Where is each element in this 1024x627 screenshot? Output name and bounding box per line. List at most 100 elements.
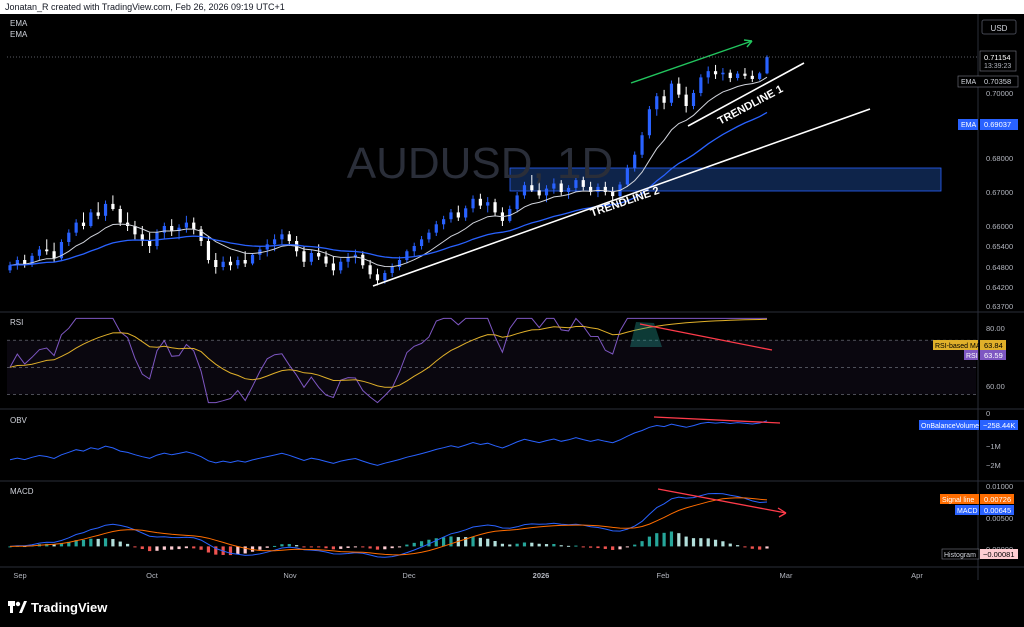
candle	[184, 215, 188, 233]
candle-body	[559, 183, 563, 192]
candle	[192, 217, 196, 235]
macd-histogram-bar	[669, 531, 674, 547]
macd-histogram-bar	[96, 538, 100, 547]
macd-histogram-bar	[383, 546, 387, 550]
macd-histogram-bar	[589, 546, 593, 548]
candle-body	[552, 183, 556, 189]
candle	[221, 256, 225, 271]
candle	[103, 200, 108, 221]
candle-body	[419, 239, 424, 246]
candle	[265, 239, 269, 257]
candle-body	[390, 267, 394, 273]
candle-body	[133, 226, 137, 235]
ema-slow-tag-badge	[958, 119, 978, 130]
candle	[691, 89, 696, 110]
candle	[250, 253, 255, 266]
currency-button[interactable]	[981, 19, 1017, 35]
rsi-tag-value: 63.59	[984, 351, 1003, 360]
macd-histogram-bar	[324, 546, 328, 549]
macd-histogram-bar	[574, 545, 578, 547]
macd-histogram-bar	[206, 546, 211, 553]
candle	[96, 202, 100, 220]
candle	[713, 64, 718, 79]
rsi-ma-tag	[980, 340, 1006, 350]
hist-tag	[980, 549, 1018, 559]
candle-body	[677, 83, 681, 95]
macd-divergence-arrow	[657, 488, 787, 514]
rsi-pane-label: RSI	[10, 318, 23, 327]
candle-body	[250, 254, 255, 264]
supply-demand-zone	[509, 167, 942, 192]
macd-line	[9, 492, 768, 558]
macd-histogram-bar	[309, 546, 313, 548]
candle	[37, 246, 41, 260]
hist-tag-value: −0.00081	[983, 550, 1015, 559]
candle-body	[544, 188, 549, 196]
time-axis-label: Feb	[657, 571, 670, 580]
obv-tag-value: −258.44K	[983, 421, 1015, 430]
candle	[375, 268, 380, 286]
candle-body	[353, 254, 358, 258]
candle-body	[346, 257, 350, 262]
macd-histogram-bar	[611, 546, 615, 550]
candle	[750, 70, 754, 83]
candle-body	[589, 186, 593, 192]
candle	[236, 256, 240, 269]
macd-histogram-bar	[81, 539, 86, 547]
macd-histogram-bar	[544, 544, 549, 547]
candle-body	[74, 222, 78, 233]
candle	[419, 236, 424, 250]
candle-body	[199, 229, 203, 241]
macd-histogram-bar	[684, 536, 688, 547]
macd-histogram-bar	[111, 539, 115, 547]
candle-body	[302, 251, 306, 262]
macd-histogram-bar	[449, 536, 453, 547]
candle	[361, 251, 365, 269]
candle	[677, 77, 681, 98]
candle-body	[736, 73, 740, 79]
candle-body	[383, 273, 387, 281]
candle	[412, 242, 416, 257]
candle	[272, 234, 277, 252]
candle-body	[633, 154, 637, 169]
candle-body	[471, 198, 475, 209]
candle-body	[743, 73, 747, 76]
candle-body	[184, 222, 188, 228]
macd-histogram-bar	[236, 546, 240, 555]
candle-body	[339, 261, 343, 271]
macd-histogram-bar	[243, 546, 247, 554]
candle	[133, 220, 137, 240]
macd-histogram-bar	[603, 546, 607, 549]
candle	[581, 176, 585, 191]
obv-line	[9, 420, 768, 466]
candle-body	[170, 226, 174, 231]
candle	[699, 74, 703, 97]
rsi-tick-label: 80.00	[986, 324, 1005, 333]
macd-histogram-bar	[699, 538, 703, 547]
candle-body	[118, 209, 122, 223]
chart-credit: Jonatan_R created with TradingView.com, …	[0, 0, 1024, 14]
macd-histogram-bar	[736, 545, 740, 547]
time-axis-label: Nov	[283, 571, 297, 580]
macd-histogram-bar	[148, 546, 152, 552]
candle-body	[464, 208, 468, 218]
time-axis-label: Dec	[402, 571, 416, 580]
macd-histogram-bar	[192, 546, 196, 549]
candle-body	[684, 94, 688, 106]
last-price-value: 0.71154	[984, 53, 1011, 62]
macd-tag-label: MACD	[957, 508, 978, 515]
candle-body	[15, 260, 19, 266]
candle-body	[434, 224, 438, 233]
candle-body	[611, 192, 615, 197]
candle	[647, 106, 652, 139]
macd-histogram-bar	[67, 541, 71, 547]
macd-histogram-bar	[508, 544, 512, 547]
candle	[464, 205, 468, 221]
macd-histogram-bar	[52, 544, 56, 547]
obv-tag	[980, 420, 1018, 430]
macd-histogram-bar	[721, 541, 725, 547]
candle	[170, 219, 174, 236]
candle-body	[103, 203, 108, 216]
macd-histogram-bar	[317, 546, 321, 548]
